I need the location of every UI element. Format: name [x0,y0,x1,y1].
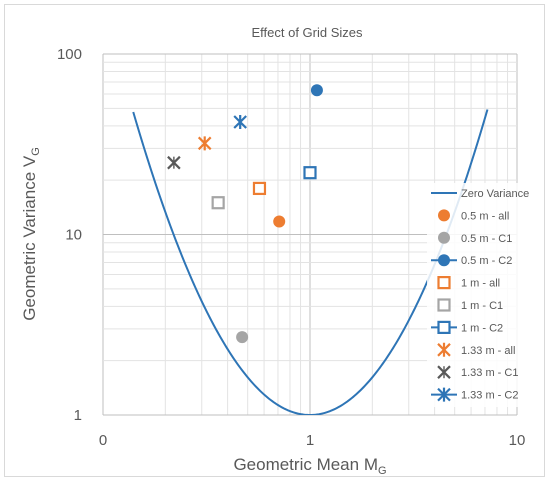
legend-label: Zero Variance [461,188,529,200]
data-point [273,215,286,228]
data-point [236,331,249,344]
y-axis-label: Geometric Variance V [20,155,39,321]
chart-title: Effect of Grid Sizes [251,25,363,40]
legend-label: 0.5 m - all [461,210,509,222]
legend-entry-zero-variance: Zero Variance [431,188,529,200]
legend-label: 1.33 m - C2 [461,390,518,402]
data-point [211,196,225,210]
legend-marker [438,254,450,267]
legend-marker [437,365,451,379]
legend-label: 1.33 m - all [461,345,515,357]
data-points [167,84,323,344]
legend-marker [437,320,451,334]
legend-marker [437,276,451,290]
x-axis-title: Geometric Mean MG [233,455,386,477]
data-point [167,155,181,170]
y-axis-label-subscript: G [30,147,42,156]
legend-marker [438,209,450,222]
legend-entry: 1.33 m - all [437,342,515,357]
legend-marker [437,298,451,312]
legend-label: 1.33 m - C1 [461,367,518,379]
x-axis-label-subscript: G [378,465,387,477]
legend-marker [437,387,451,402]
data-point [233,115,247,130]
legend-entry: 0.5 m - C2 [431,254,512,267]
x-tick-label: 0 [99,432,107,449]
data-point [303,166,317,180]
legend-entry: 0.5 m - all [438,209,509,222]
x-tick-label: 10 [509,432,526,449]
legend-label: 0.5 m - C1 [461,233,512,245]
legend-entry: 1.33 m - C2 [431,387,518,402]
y-tick-label: 100 [57,46,82,63]
data-point [252,181,267,196]
legend-entry: 1 m - all [437,276,500,290]
legend: Zero Variance 0.5 m - all 0.5 m - C1 0.5 m … [427,183,529,407]
legend-entry: 0.5 m - C1 [438,231,512,245]
y-tick-label: 10 [65,227,82,244]
legend-entry: 1.33 m - C1 [437,365,518,379]
legend-entry: 1 m - C2 [431,320,503,334]
legend-marker [437,342,451,357]
x-axis-label: Geometric Mean M [233,455,378,474]
data-point [310,84,323,97]
y-axis-title: Geometric Variance VG [20,147,42,321]
legend-entry: 1 m - C1 [437,298,503,312]
legend-label: 0.5 m - C2 [461,255,512,267]
legend-label: 1 m - C2 [461,322,503,334]
y-tick-label: 1 [74,407,82,424]
legend-marker [438,231,450,244]
x-tick-label: 1 [306,432,314,449]
data-point [197,136,212,151]
legend-label: 1 m - all [461,278,500,290]
legend-label: 1 m - C1 [461,300,503,312]
